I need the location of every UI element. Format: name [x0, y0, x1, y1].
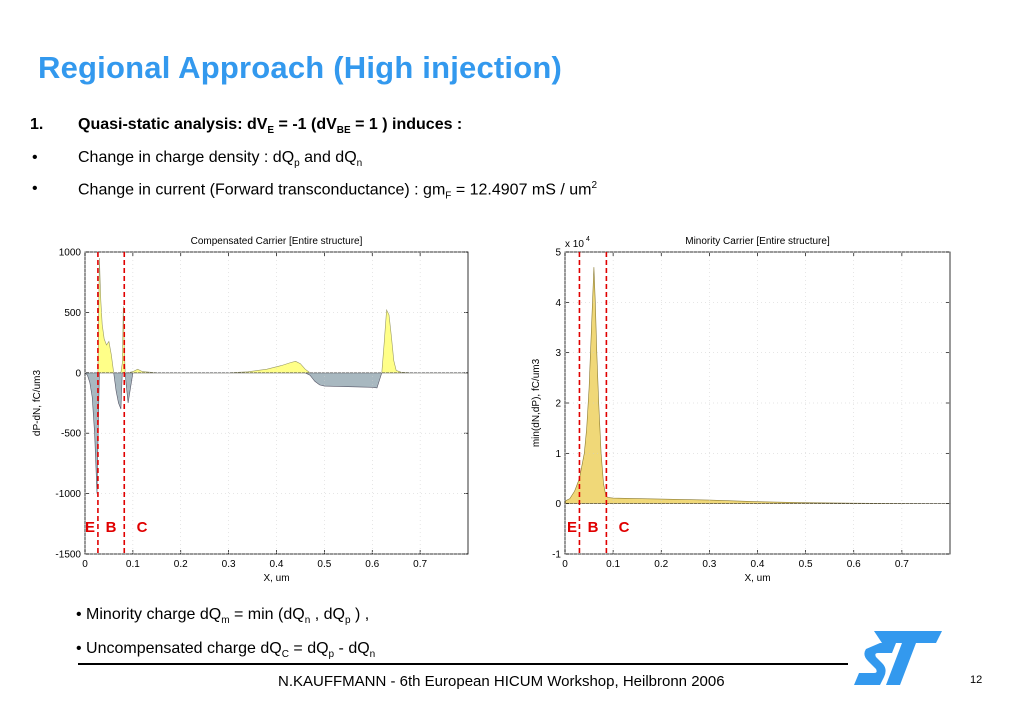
y-tick-label: -500: [61, 429, 81, 440]
x-tick-label: 0.1: [126, 559, 140, 570]
plot-background: [85, 252, 468, 554]
y-tick-label: 1000: [59, 248, 82, 259]
region-label-b: B: [588, 519, 599, 536]
y-tick-label: 0: [75, 368, 81, 379]
x-tick-label: 0.6: [365, 559, 379, 570]
slide-title: Regional Approach (High injection): [38, 50, 563, 85]
y-tick-label: 1: [555, 449, 561, 460]
x-tick-label: 0.3: [702, 559, 716, 570]
x-tick-label: 0.7: [413, 559, 427, 570]
region-label-b: B: [106, 519, 117, 536]
y-tick-label: 4: [555, 298, 561, 309]
y-tick-label: 2: [555, 399, 561, 410]
bullet: •: [32, 180, 38, 197]
list-number: 1.: [30, 116, 44, 133]
analysis-text: Quasi-static analysis: dVE = -1 (dVBE = …: [78, 116, 463, 137]
st-logo: [852, 629, 944, 694]
compensated-carrier-chart: 0 0.1 0.2 0.3 0.4 0.5 0.6 0.7 1000 500 0 -500 -1000 -…: [0, 225, 490, 595]
footer-divider: [78, 663, 848, 665]
region-label-e: E: [85, 519, 95, 536]
x-tick-label: 0.2: [174, 559, 188, 570]
x-tick-label: 0.6: [847, 559, 861, 570]
y-tick-label: 3: [555, 348, 561, 359]
x-tick-label: 0.4: [751, 559, 765, 570]
chart-title: Compensated Carrier [Entire structure]: [191, 236, 363, 247]
x-tick-label: 0: [82, 559, 88, 570]
compensated-carrier-svg: 0 0.1 0.2 0.3 0.4 0.5 0.6 0.7 1000 500 0 -500 -1000 -…: [32, 236, 469, 584]
region-label-e: E: [567, 519, 577, 536]
y-tick-label: 5: [555, 248, 561, 259]
x-tick-label: 0.1: [606, 559, 620, 570]
x-tick-label: 0.7: [895, 559, 909, 570]
minority-charge-bullet: • Minority charge dQm = min (dQn , dQp )…: [76, 606, 370, 627]
y-tick-label: -1: [552, 550, 561, 561]
y-tick-label: -1500: [55, 550, 81, 561]
x-tick-label: 0.5: [799, 559, 813, 570]
x-axis-label: X, um: [263, 573, 289, 584]
current-text: Change in current (Forward transconducta…: [78, 180, 598, 202]
y-axis-label: min(dN,dP), fC/um3: [531, 358, 542, 447]
uncompensated-charge-bullet: • Uncompensated charge dQC = dQp - dQn: [76, 640, 376, 661]
y-tick-label: -1000: [55, 489, 81, 500]
y-axis-label: dP-dN, fC/um3: [32, 369, 43, 436]
y-multiplier-exponent: 4: [586, 236, 590, 243]
x-tick-label: 0.3: [222, 559, 236, 570]
region-label-c: C: [137, 519, 148, 536]
page-number: 12: [970, 674, 983, 686]
x-tick-label: 0.2: [654, 559, 668, 570]
x-tick-label: 0.5: [317, 559, 331, 570]
y-tick-label: 500: [64, 308, 81, 319]
charge-density-text: Change in charge density : dQp and dQn: [78, 149, 363, 170]
footer-text: N.KAUFFMANN - 6th European HICUM Worksho…: [278, 673, 725, 690]
y-multiplier: x 10: [565, 239, 584, 250]
minority-carrier-chart: 0 0.1 0.2 0.3 0.4 0.5 0.6 0.7 5 4 3 2 1 0 -1 Minority C…: [515, 225, 1005, 595]
y-tick-label: 0: [555, 499, 561, 510]
chart-title: Minority Carrier [Entire structure]: [685, 236, 830, 247]
bullet: •: [32, 149, 38, 166]
minority-area: [564, 267, 951, 505]
region-label-c: C: [619, 519, 630, 536]
x-axis-label: X, um: [744, 573, 770, 584]
x-tick-label: 0: [562, 559, 568, 570]
x-tick-label: 0.4: [270, 559, 284, 570]
